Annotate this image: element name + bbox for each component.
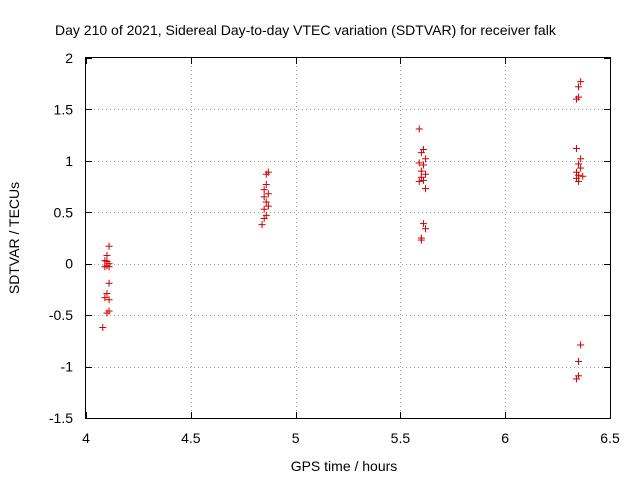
y-tick-label: 1.5 (54, 101, 74, 117)
data-point-marker (572, 375, 580, 383)
x-tick-label: 4 (82, 430, 90, 446)
y-tick-label: 0.5 (54, 204, 74, 220)
data-point-marker (577, 155, 585, 163)
data-points (99, 78, 587, 383)
data-point-marker (415, 125, 423, 133)
data-point-marker (105, 263, 113, 271)
data-point-marker (419, 176, 427, 184)
data-point-marker (422, 185, 430, 193)
data-point-marker (419, 220, 427, 228)
data-point-marker (262, 170, 270, 178)
data-point-marker (258, 221, 266, 229)
data-point-marker (575, 357, 583, 365)
data-point-marker (415, 159, 423, 167)
x-tick-label: 5 (292, 430, 300, 446)
data-point-marker (103, 309, 111, 317)
data-point-marker (103, 251, 111, 259)
y-axis-ticks: -1.5 -1 -0.5 0 0.5 1 1.5 2 (49, 50, 610, 426)
data-point-marker (422, 170, 430, 178)
data-point-marker (575, 83, 583, 91)
y-tick-label: 2 (65, 50, 73, 66)
data-point-marker (260, 186, 268, 194)
y-axis-label: SDTVAR / TECUs (6, 182, 22, 294)
data-point-marker (422, 225, 430, 233)
data-point-marker (577, 341, 585, 349)
data-point-marker (260, 205, 268, 213)
chart-title: Day 210 of 2021, Sidereal Day-to-day VTE… (55, 22, 557, 38)
data-point-marker (575, 177, 583, 185)
data-point-marker (577, 78, 585, 86)
data-point-marker (577, 164, 585, 172)
y-tick-label: 1 (65, 153, 73, 169)
x-axis-label: GPS time / hours (291, 458, 398, 474)
x-tick-label: 6.5 (600, 430, 620, 446)
data-point-marker (264, 202, 272, 210)
y-tick-label: -1.5 (49, 410, 73, 426)
plot-frame (85, 57, 611, 419)
x-axis-ticks: 4 4.5 5 5.5 6 6.5 (82, 58, 620, 446)
data-point-marker (417, 167, 425, 175)
data-point-marker (415, 177, 423, 185)
data-point-marker (572, 95, 580, 103)
data-point-marker (260, 193, 268, 201)
data-point-marker (105, 242, 113, 250)
data-point-marker (575, 160, 583, 168)
data-point-marker (262, 181, 270, 189)
data-point-marker (260, 214, 268, 222)
data-point-marker (105, 279, 113, 287)
data-point-marker (579, 172, 587, 180)
grid-lines (86, 58, 610, 418)
data-point-marker (417, 236, 425, 244)
data-point-marker (103, 290, 111, 298)
data-point-marker (417, 149, 425, 157)
y-tick-label: 0 (65, 256, 73, 272)
data-point-marker (422, 155, 430, 163)
x-tick-label: 6 (501, 430, 509, 446)
data-point-marker (419, 161, 427, 169)
data-point-marker (264, 190, 272, 198)
y-tick-label: -1 (61, 359, 74, 375)
data-point-marker (262, 198, 270, 206)
data-point-marker (572, 145, 580, 153)
y-tick-label: -0.5 (49, 307, 73, 323)
data-point-marker (99, 323, 107, 331)
data-point-marker (101, 294, 109, 302)
data-point-marker (105, 296, 113, 304)
x-tick-label: 4.5 (181, 430, 201, 446)
x-tick-label: 5.5 (391, 430, 411, 446)
